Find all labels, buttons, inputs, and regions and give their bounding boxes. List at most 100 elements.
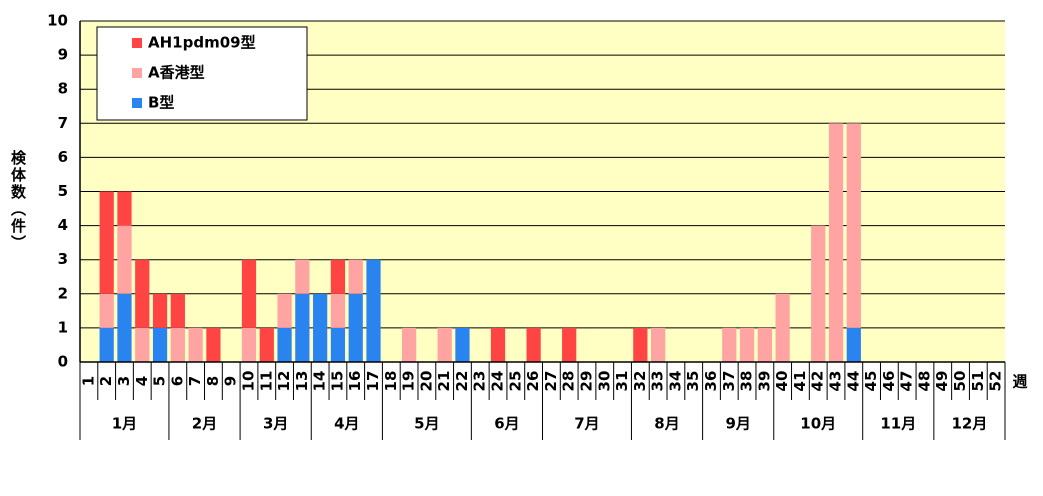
x-tick-label: 33 — [649, 371, 667, 392]
bar-segment — [117, 225, 132, 294]
bar-segment — [277, 327, 292, 362]
bar-segment — [99, 191, 114, 294]
bar-segment — [739, 327, 755, 362]
month-label: 5月 — [414, 415, 439, 433]
x-tick-label: 52 — [987, 371, 1005, 392]
month-label: 3月 — [263, 415, 288, 433]
legend-swatch — [132, 38, 142, 48]
x-tick-label: 48 — [915, 371, 933, 392]
x-tick-label: 37 — [720, 371, 738, 392]
bar-segment — [277, 293, 292, 328]
x-tick-label: 14 — [311, 371, 329, 392]
bar-segment — [330, 327, 346, 362]
x-tick-label: 7 — [186, 376, 204, 386]
x-tick-label: 39 — [755, 371, 773, 392]
bar-segment — [846, 327, 861, 362]
month-label: 7月 — [574, 415, 599, 433]
bar-segment — [135, 327, 150, 362]
bar-segment — [313, 293, 328, 362]
y-axis-label: 検体数（件） — [9, 149, 27, 252]
month-label: 12月 — [951, 415, 987, 433]
y-tick-label: 3 — [58, 250, 68, 268]
x-tick-label: 47 — [898, 371, 916, 392]
bar-segment — [490, 327, 506, 362]
bar-segment — [152, 293, 168, 328]
bar-segment — [562, 327, 577, 362]
y-tick-label: 7 — [58, 114, 68, 132]
x-tick-label: 42 — [809, 371, 827, 392]
bar-segment — [828, 123, 844, 362]
bar-segment — [99, 293, 114, 328]
x-tick-label: 10 — [239, 371, 257, 392]
x-tick-label: 6 — [168, 376, 186, 386]
bar-segment — [348, 293, 363, 362]
y-tick-label: 10 — [47, 12, 68, 30]
x-tick-label: 21 — [435, 371, 453, 392]
x-tick-label: 28 — [560, 371, 578, 392]
legend-label: AH1pdm09型 — [148, 34, 256, 52]
bar-segment — [366, 259, 381, 362]
month-label: 4月 — [334, 415, 359, 433]
bar-segment — [348, 259, 363, 294]
x-tick-label: 9 — [222, 376, 240, 386]
x-tick-label: 18 — [382, 371, 400, 392]
x-tick-label: 19 — [400, 371, 418, 392]
month-label: 6月 — [494, 415, 519, 433]
x-tick-label: 3 — [115, 376, 133, 386]
x-tick-label: 50 — [951, 371, 969, 392]
bar-segment — [152, 327, 168, 362]
month-label: 8月 — [654, 415, 679, 433]
legend-label: B型 — [148, 94, 174, 112]
x-tick-label: 40 — [773, 371, 791, 392]
bar-segment — [455, 327, 470, 362]
bar-segment — [330, 259, 346, 294]
bar-segment — [437, 327, 452, 362]
bar-segment — [295, 259, 310, 294]
x-tick-label: 41 — [791, 371, 809, 392]
x-tick-label: 4 — [133, 376, 151, 386]
bar-segment — [526, 327, 541, 362]
bar-segment — [206, 327, 221, 362]
y-tick-label: 6 — [58, 148, 68, 166]
x-tick-label: 26 — [524, 371, 542, 392]
bar-segment — [295, 293, 310, 362]
legend-swatch — [132, 98, 142, 108]
bar-segment — [188, 327, 203, 362]
x-tick-label: 46 — [880, 371, 898, 392]
x-tick-label: 32 — [631, 371, 649, 392]
bar-segment — [117, 191, 132, 226]
bar-segment — [846, 123, 861, 328]
x-tick-label: 20 — [417, 371, 435, 392]
bar-segment — [241, 327, 257, 362]
y-tick-label: 2 — [58, 284, 68, 302]
y-tick-label: 8 — [58, 80, 68, 98]
month-label: 2月 — [192, 415, 217, 433]
y-tick-label: 5 — [58, 182, 68, 200]
bar-segment — [99, 327, 114, 362]
bar-segment — [170, 327, 185, 362]
y-tick-label: 4 — [58, 216, 68, 234]
bar-segment — [170, 293, 185, 328]
x-tick-label: 16 — [346, 371, 364, 392]
legend-swatch — [132, 68, 142, 78]
x-tick-label: 51 — [969, 371, 987, 392]
bar-segment — [241, 259, 257, 328]
x-tick-label: 36 — [702, 371, 720, 392]
x-tick-label: 38 — [738, 371, 756, 392]
y-tick-label: 1 — [58, 318, 68, 336]
bar-segment — [135, 259, 150, 328]
x-tick-label: 2 — [97, 376, 115, 386]
x-tick-label: 13 — [293, 371, 311, 392]
y-tick-label: 0 — [58, 353, 68, 371]
x-tick-label: 24 — [489, 371, 507, 392]
bar-segment — [811, 225, 826, 362]
x-tick-label: 29 — [577, 371, 595, 392]
month-label: 1月 — [112, 415, 137, 433]
x-tick-label: 44 — [844, 371, 862, 392]
month-label: 11月 — [880, 415, 916, 433]
x-tick-label: 27 — [542, 371, 560, 392]
x-tick-label: 1 — [79, 376, 97, 386]
bar-segment — [633, 327, 648, 362]
bar-segment — [722, 327, 737, 362]
